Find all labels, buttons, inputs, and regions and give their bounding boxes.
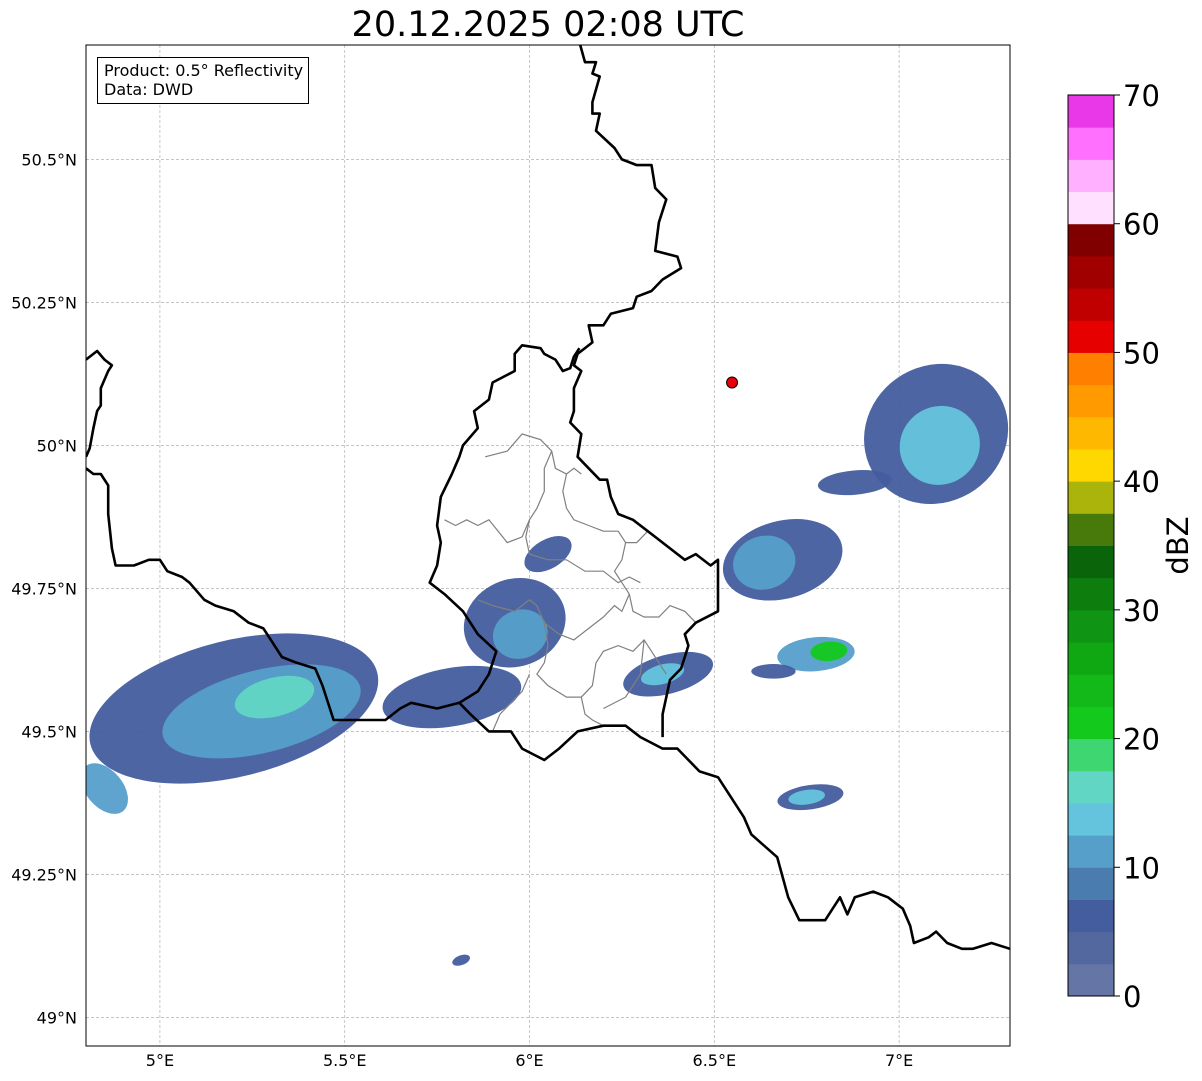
colorbar-segment: [1068, 609, 1114, 643]
colorbar-frame: [1067, 94, 1115, 997]
admin-border-line: [444, 450, 553, 544]
colorbar-segment: [1068, 802, 1114, 836]
colorbar-segment: [1068, 159, 1114, 193]
colorbar-tick-label: 50: [1123, 336, 1160, 370]
colorbar: 0 10 20 30 40 50 60 70 dBZ: [1067, 79, 1195, 1014]
admin-border-line: [536, 622, 667, 698]
radar-echo: [733, 535, 796, 590]
lat-tick-label: 49.75°N: [11, 579, 77, 598]
colorbar-segment: [1068, 191, 1114, 225]
grid-lines: [86, 45, 1010, 1046]
radar-echo: [810, 641, 848, 662]
radar-echo: [382, 665, 522, 729]
map-frame: [85, 44, 1011, 1047]
radar-echo: [817, 470, 892, 496]
colorbar-segment: [1068, 416, 1114, 450]
lon-tick-label: 5°E: [146, 1051, 174, 1070]
national-borders: [86, 45, 1010, 951]
national-border-line: [86, 467, 1010, 951]
colorbar-segment: [1068, 642, 1114, 675]
colorbar-segment: [1068, 931, 1114, 965]
admin-border-line: [613, 542, 697, 624]
colorbar-segment: [1068, 577, 1114, 611]
colorbar-tick-label: 20: [1123, 723, 1160, 757]
radar-echo: [524, 535, 572, 573]
colorbar-segment: [1068, 867, 1114, 900]
radar-echo: [641, 663, 685, 686]
colorbar-segment: [1068, 706, 1114, 740]
colorbar-segment: [1068, 384, 1114, 418]
map-title: 20.12.2025 02:08 UTC: [351, 5, 745, 45]
axis-tick-labels: 5°E 5.5°E 6°E 6.5°E 7°E 49°N 49.25°N 49.5°N 49.7…: [11, 150, 913, 1070]
colorbar-segment: [1068, 481, 1114, 514]
colorbar-segment: [1068, 674, 1114, 707]
national-border-line: [568, 45, 720, 738]
data-source-label: Data: DWD: [104, 80, 194, 99]
colorbar-segment: [1068, 288, 1114, 321]
colorbar-segment: [1068, 770, 1114, 804]
colorbar-tick-label: 40: [1123, 465, 1160, 499]
info-box: Product: 0.5° Reflectivity Data: DWD: [97, 57, 310, 104]
radar-echo: [492, 609, 548, 659]
lat-tick-label: 49°N: [37, 1008, 77, 1027]
radar-echo: [234, 675, 315, 719]
colorbar-segment: [1068, 255, 1114, 289]
colorbar-segment: [1068, 223, 1114, 257]
colorbar-segment: [1068, 448, 1114, 482]
admin-border-line: [562, 473, 649, 544]
admin-border-line: [603, 639, 645, 710]
colorbar-label: dBZ: [1161, 516, 1195, 574]
colorbar-tick-label: 30: [1123, 594, 1160, 628]
lat-tick-label: 50.5°N: [21, 150, 77, 169]
colorbar-segment: [1068, 835, 1114, 868]
colorbar-tick-label: 60: [1123, 208, 1160, 242]
radar-echo: [452, 954, 470, 966]
radar-echo: [788, 789, 826, 805]
radar-echo: [751, 664, 796, 679]
lon-tick-label: 5.5°E: [323, 1051, 367, 1070]
colorbar-segment: [1068, 320, 1114, 353]
radar-reflectivity-layer: [86, 363, 1009, 966]
radar-echo: [86, 763, 128, 814]
national-border-line: [86, 349, 114, 458]
radar-site-marker-layer: [726, 376, 739, 389]
colorbar-tick-label: 0: [1123, 980, 1141, 1014]
colorbar-segment: [1068, 545, 1114, 579]
admin-border-line: [477, 593, 630, 641]
radar-echo: [899, 405, 980, 485]
lat-tick-label: 50°N: [37, 436, 77, 455]
lat-tick-label: 50.25°N: [11, 293, 77, 312]
colorbar-tick-label: 10: [1123, 851, 1160, 885]
lon-tick-label: 6.5°E: [693, 1051, 737, 1070]
colorbar-segment: [1068, 899, 1114, 933]
colorbar-segment: [1068, 738, 1114, 772]
colorbar-segment: [1068, 963, 1114, 997]
radar-site-marker: [726, 376, 739, 389]
lon-tick-label: 7°E: [885, 1051, 913, 1070]
admin-border-line: [580, 696, 604, 727]
admin-border-line: [525, 519, 641, 584]
admin-border-line: [492, 673, 531, 732]
colorbar-segment: [1068, 513, 1114, 546]
colorbar-segment: [1068, 352, 1114, 386]
colorbar-segment: [1068, 95, 1114, 128]
lat-tick-label: 49.25°N: [11, 865, 77, 884]
colorbar-tick-label: 70: [1123, 79, 1160, 113]
lat-tick-label: 49.5°N: [21, 722, 77, 741]
colorbar-segment: [1068, 127, 1114, 160]
lon-tick-label: 6°E: [515, 1051, 543, 1070]
admin-borders: [444, 433, 697, 732]
product-label: Product: 0.5° Reflectivity: [104, 61, 304, 80]
national-border-line: [428, 344, 581, 704]
